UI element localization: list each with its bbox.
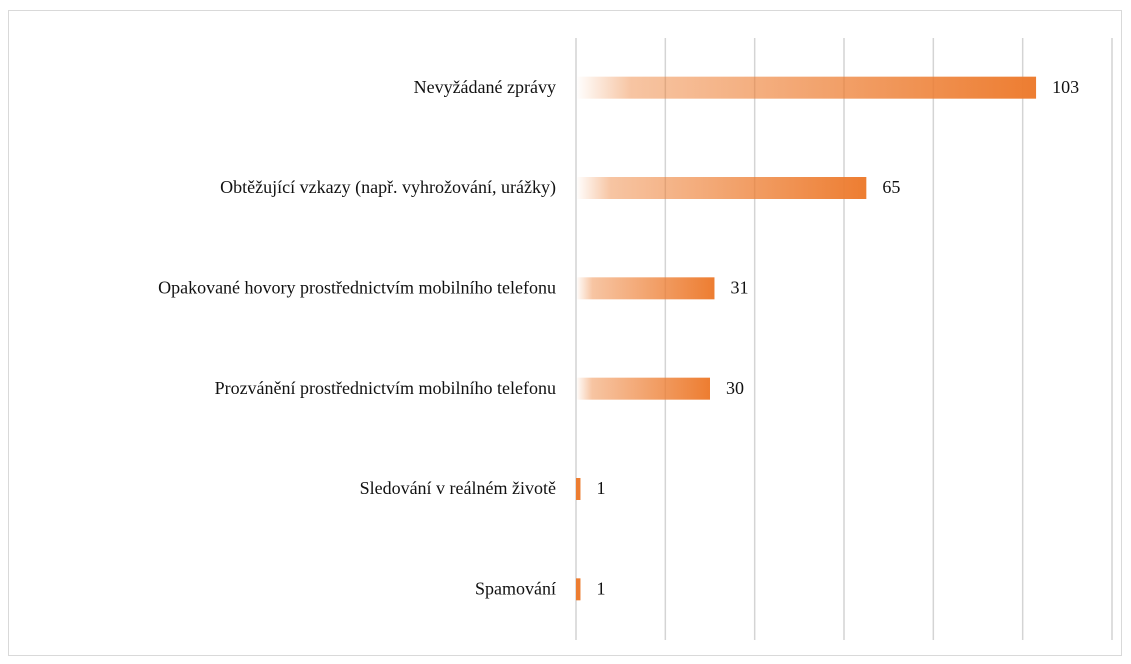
bar [576,578,581,601]
value-label: 1 [596,478,605,498]
y-tick-label: Spamování [475,578,556,598]
value-label: 103 [1052,77,1079,97]
bar [576,177,867,199]
value-label: 30 [726,378,744,398]
value-label: 65 [882,177,900,197]
bar [576,277,715,300]
y-tick-label: Sledování v reálném životě [360,478,556,498]
value-label: 1 [596,578,605,598]
y-tick-label: Opakované hovory prostřednictvím mobilní… [158,277,556,297]
y-tick-label: Prozvánění prostřednictvím mobilního tel… [215,378,556,398]
chart-frame [8,10,1122,656]
bar [576,76,1037,99]
bar [576,377,710,400]
value-label: 31 [730,277,748,297]
y-tick-label: Nevyžádané zprávy [414,77,556,97]
bar [576,478,581,500]
y-tick-label: Obtěžující vzkazy (např. vyhrožování, ur… [220,177,556,198]
